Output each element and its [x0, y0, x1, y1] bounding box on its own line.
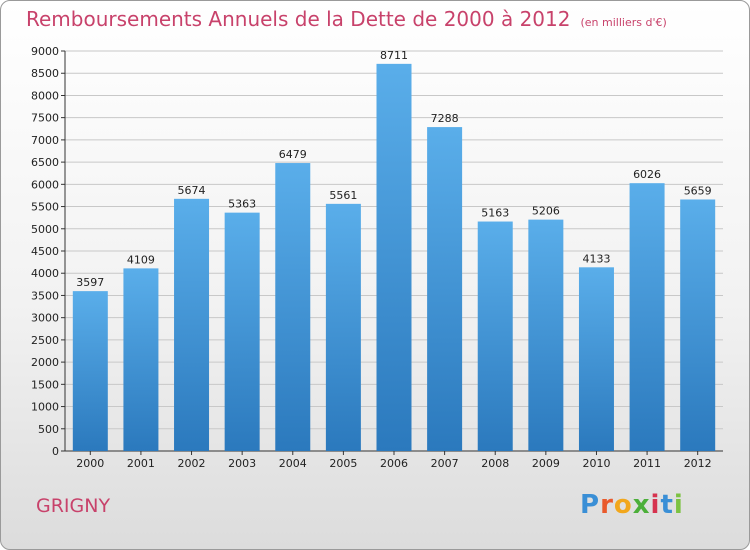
bar — [680, 199, 716, 451]
bar-value-label: 8711 — [380, 49, 408, 62]
x-tick-label: 2000 — [76, 457, 104, 470]
bar-value-label: 6479 — [279, 148, 307, 161]
title-text: Remboursements Annuels de la Dette de 20… — [26, 7, 571, 31]
bar — [325, 203, 361, 451]
logo-letter: P — [580, 490, 601, 520]
logo-letter: i — [673, 490, 684, 520]
title-unit: (en milliers d'€) — [580, 16, 667, 29]
proxiti-logo[interactable]: Proxiti — [580, 490, 684, 520]
y-tick-label: 8500 — [31, 67, 59, 80]
bar-value-label: 4109 — [127, 253, 155, 266]
x-tick-label: 2012 — [684, 457, 712, 470]
y-tick-label: 4000 — [31, 267, 59, 280]
bar — [629, 183, 665, 451]
bar — [275, 163, 311, 452]
x-tick-label: 2006 — [380, 457, 408, 470]
logo-letter: o — [613, 490, 633, 520]
x-tick-label: 2010 — [582, 457, 610, 470]
bar-value-label: 4133 — [582, 252, 610, 265]
y-tick-label: 4500 — [31, 245, 59, 258]
bar-value-label: 5561 — [329, 189, 357, 202]
x-tick-label: 2004 — [279, 457, 307, 470]
bar — [72, 291, 108, 451]
bar-value-label: 3597 — [76, 276, 104, 289]
y-tick-label: 8000 — [31, 89, 59, 102]
y-tick-label: 2000 — [31, 356, 59, 369]
x-tick-label: 2005 — [329, 457, 357, 470]
y-tick-label: 1500 — [31, 378, 59, 391]
labels: 0 500 1000 1500 2000 2500 3000 3500 4000 4500 5000… — [31, 45, 712, 470]
logo-letter: r — [600, 490, 614, 520]
bar — [123, 268, 159, 451]
y-tick-label: 500 — [38, 423, 59, 436]
x-tick-label: 2001 — [127, 457, 155, 470]
x-tick-label: 2008 — [481, 457, 509, 470]
bar — [578, 267, 614, 451]
y-tick-label: 3000 — [31, 312, 59, 325]
city-name: GRIGNY — [36, 495, 111, 517]
x-tick-label: 2009 — [532, 457, 560, 470]
y-tick-label: 0 — [52, 445, 59, 458]
bar-value-label: 6026 — [633, 168, 661, 181]
y-tick-label: 7500 — [31, 112, 59, 125]
bars — [72, 63, 716, 452]
logo-letter: t — [660, 490, 674, 520]
y-tick-label: 9000 — [31, 45, 59, 58]
bar — [528, 219, 564, 451]
bar — [376, 63, 412, 451]
bar-value-label: 5163 — [481, 207, 509, 220]
bar-value-label: 5363 — [228, 198, 256, 211]
y-tick-label: 7000 — [31, 134, 59, 147]
bar — [477, 221, 513, 451]
bar — [427, 127, 463, 451]
y-tick-label: 5000 — [31, 223, 59, 236]
bar — [224, 212, 260, 451]
logo-letter: i — [650, 490, 661, 520]
bar-value-label: 7288 — [431, 112, 459, 125]
y-tick-label: 6000 — [31, 178, 59, 191]
bar-value-label: 5206 — [532, 205, 560, 218]
y-tick-label: 1000 — [31, 401, 59, 414]
x-tick-label: 2007 — [431, 457, 459, 470]
y-tick-label: 6500 — [31, 156, 59, 169]
x-tick-label: 2011 — [633, 457, 661, 470]
logo-letter: x — [632, 490, 651, 520]
x-tick-label: 2002 — [178, 457, 206, 470]
y-tick-label: 2500 — [31, 334, 59, 347]
y-tick-label: 3500 — [31, 289, 59, 302]
bar-value-label: 5674 — [178, 184, 206, 197]
bar-value-label: 5659 — [684, 184, 712, 197]
bar — [174, 198, 210, 451]
x-tick-label: 2003 — [228, 457, 256, 470]
y-tick-label: 5500 — [31, 201, 59, 214]
chart-title: Remboursements Annuels de la Dette de 20… — [26, 7, 667, 31]
